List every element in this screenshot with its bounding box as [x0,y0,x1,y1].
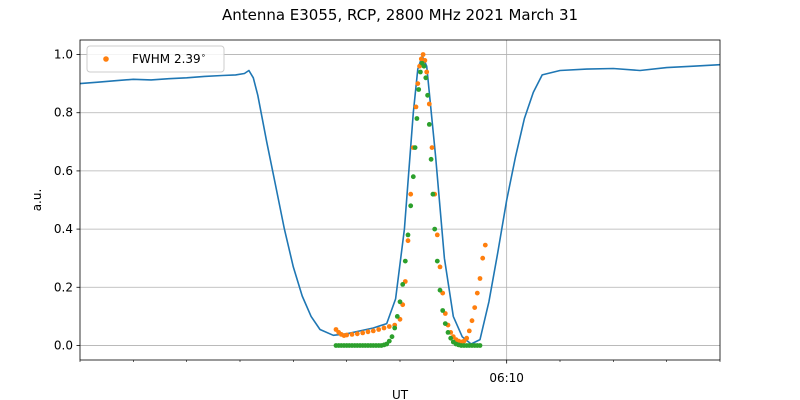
data-point-series-1 [434,232,440,238]
x-axis-label: UT [392,388,409,400]
data-point-series-2 [386,338,392,344]
legend-label-text: FWHM 2.39 [132,52,201,66]
data-point-series-1 [480,255,486,261]
y-tick-label: 0.8 [54,106,73,120]
data-point-series-2 [430,191,436,197]
data-point-series-1 [386,324,392,329]
plot-frame [79,39,721,361]
y-tick-label: 0.4 [54,222,73,236]
legend-label-superscript: ∘ [201,51,206,60]
data-point-series-2 [418,69,423,75]
data-point-series-2 [400,282,406,287]
data-point-series-1 [469,318,475,324]
data-point-series-2 [425,92,430,98]
y-tick-label: 0.6 [54,164,73,178]
data-point-series-1 [426,101,432,107]
ticks-layer: 0.0 0.2 0.4 0.6 0.8 1.0 06:10 [54,48,721,385]
data-point-series-1 [344,332,350,338]
data-point-series-2 [412,145,418,151]
data-point-series-2 [432,226,438,232]
data-point-series-1 [354,331,360,337]
y-axis-label: a.u. [30,189,44,212]
data-point-series-1 [429,145,435,151]
y-tick-label: 1.0 [54,48,73,62]
data-point-series-2 [442,321,448,326]
data-point-series-1 [349,332,355,337]
data-point-series-2 [437,287,443,293]
data-point-series-1 [415,81,421,86]
data-point-series-2 [440,308,446,313]
legend: FWHM 2.39∘ [86,45,225,73]
data-point-series-1 [420,52,426,57]
data-point-series-1 [464,335,470,341]
x-tick-label: 06:10 [489,371,524,385]
data-point-series-1 [437,264,443,270]
data-point-series-2 [397,299,403,305]
series-layer [79,52,721,348]
data-point-series-1 [360,330,366,336]
data-point-series-2 [389,334,395,340]
data-point-series-2 [410,174,416,180]
data-point-series-2 [421,63,427,69]
data-point-series-2 [405,232,411,238]
data-point-series-2 [402,258,408,264]
data-point-series-2 [428,156,434,162]
data-point-series-2 [394,314,400,319]
chart-title: Antenna E3055, RCP, 2800 MHz 2021 March … [222,6,578,24]
data-point-series-2 [408,203,414,209]
data-point-series-1 [474,290,480,296]
data-point-series-1 [477,276,483,281]
legend-marker [103,56,109,62]
data-point-series-1 [466,328,472,334]
data-point-series-2 [445,330,451,335]
data-point-series-2 [414,116,420,121]
data-point-series-1 [408,191,414,197]
data-point-series-1 [376,327,382,332]
data-point-series-2 [448,335,454,341]
data-point-series-2 [416,87,422,92]
data-point-series-1 [413,104,419,110]
data-point-series-2 [392,325,398,331]
data-point-series-1 [370,328,376,334]
data-point-series-1 [472,305,478,310]
grid-layer [80,40,720,360]
y-tick-label: 0.0 [54,338,73,352]
data-point-series-1 [482,242,488,248]
legend-box [86,45,225,73]
data-point-series-1 [405,238,411,244]
data-point-series-1 [381,325,387,331]
data-point-series-2 [434,258,440,264]
data-point-series-1 [424,69,430,75]
data-point-series-2 [423,75,429,81]
data-point-series-1 [365,329,371,335]
data-point-series-2 [426,122,432,127]
y-tick-label: 0.2 [54,280,73,294]
series-line-0 [79,55,721,345]
legend-label: FWHM 2.39∘ [132,51,206,66]
data-point-series-1 [418,56,424,62]
data-point-series-2 [477,343,483,348]
